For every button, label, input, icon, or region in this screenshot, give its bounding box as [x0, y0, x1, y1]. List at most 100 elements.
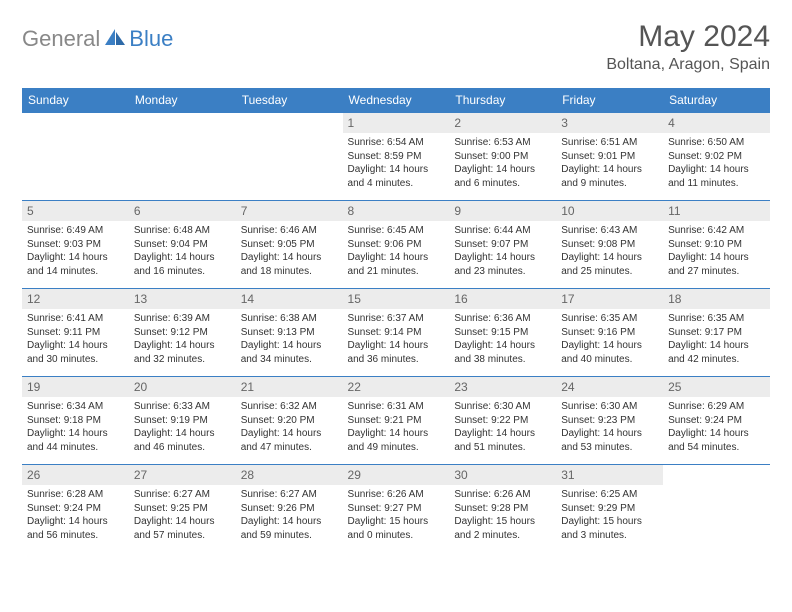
calendar-cell: 24Sunrise: 6:30 AMSunset: 9:23 PMDayligh…: [556, 377, 663, 465]
calendar-cell: [236, 113, 343, 201]
day-number: 28: [236, 465, 343, 485]
calendar-cell: 13Sunrise: 6:39 AMSunset: 9:12 PMDayligh…: [129, 289, 236, 377]
day-details: Sunrise: 6:28 AMSunset: 9:24 PMDaylight:…: [22, 485, 129, 546]
calendar-cell: [663, 465, 770, 553]
day-number: 30: [449, 465, 556, 485]
day-number: 5: [22, 201, 129, 221]
day-number: 31: [556, 465, 663, 485]
calendar-cell: 25Sunrise: 6:29 AMSunset: 9:24 PMDayligh…: [663, 377, 770, 465]
day-number: 15: [343, 289, 450, 309]
day-number: 29: [343, 465, 450, 485]
day-number: 8: [343, 201, 450, 221]
day-details: Sunrise: 6:35 AMSunset: 9:17 PMDaylight:…: [663, 309, 770, 370]
calendar-cell: 18Sunrise: 6:35 AMSunset: 9:17 PMDayligh…: [663, 289, 770, 377]
calendar-cell: 11Sunrise: 6:42 AMSunset: 9:10 PMDayligh…: [663, 201, 770, 289]
calendar-cell: 12Sunrise: 6:41 AMSunset: 9:11 PMDayligh…: [22, 289, 129, 377]
calendar-cell: 6Sunrise: 6:48 AMSunset: 9:04 PMDaylight…: [129, 201, 236, 289]
calendar-cell: [22, 113, 129, 201]
logo-text-blue: Blue: [129, 26, 173, 52]
logo: General Blue: [22, 26, 173, 52]
day-details: Sunrise: 6:43 AMSunset: 9:08 PMDaylight:…: [556, 221, 663, 282]
day-number: 3: [556, 113, 663, 133]
calendar-row: 5Sunrise: 6:49 AMSunset: 9:03 PMDaylight…: [22, 201, 770, 289]
day-details: Sunrise: 6:36 AMSunset: 9:15 PMDaylight:…: [449, 309, 556, 370]
day-number: 25: [663, 377, 770, 397]
day-details: Sunrise: 6:30 AMSunset: 9:22 PMDaylight:…: [449, 397, 556, 458]
calendar-cell: 16Sunrise: 6:36 AMSunset: 9:15 PMDayligh…: [449, 289, 556, 377]
day-details: Sunrise: 6:38 AMSunset: 9:13 PMDaylight:…: [236, 309, 343, 370]
calendar-cell: [129, 113, 236, 201]
logo-sail-icon: [104, 28, 126, 51]
day-details: Sunrise: 6:26 AMSunset: 9:27 PMDaylight:…: [343, 485, 450, 546]
day-details: Sunrise: 6:54 AMSunset: 8:59 PMDaylight:…: [343, 133, 450, 194]
day-number: 19: [22, 377, 129, 397]
calendar-body: 1Sunrise: 6:54 AMSunset: 8:59 PMDaylight…: [22, 113, 770, 553]
calendar-row: 12Sunrise: 6:41 AMSunset: 9:11 PMDayligh…: [22, 289, 770, 377]
calendar-row: 1Sunrise: 6:54 AMSunset: 8:59 PMDaylight…: [22, 113, 770, 201]
day-details: Sunrise: 6:37 AMSunset: 9:14 PMDaylight:…: [343, 309, 450, 370]
day-details: Sunrise: 6:31 AMSunset: 9:21 PMDaylight:…: [343, 397, 450, 458]
day-details: Sunrise: 6:46 AMSunset: 9:05 PMDaylight:…: [236, 221, 343, 282]
calendar-cell: 20Sunrise: 6:33 AMSunset: 9:19 PMDayligh…: [129, 377, 236, 465]
header: General Blue May 2024 Boltana, Aragon, S…: [22, 20, 770, 74]
day-details: Sunrise: 6:26 AMSunset: 9:28 PMDaylight:…: [449, 485, 556, 546]
day-number: 2: [449, 113, 556, 133]
calendar-cell: 9Sunrise: 6:44 AMSunset: 9:07 PMDaylight…: [449, 201, 556, 289]
day-details: Sunrise: 6:45 AMSunset: 9:06 PMDaylight:…: [343, 221, 450, 282]
month-title: May 2024: [606, 20, 770, 54]
day-number: 20: [129, 377, 236, 397]
calendar-cell: 19Sunrise: 6:34 AMSunset: 9:18 PMDayligh…: [22, 377, 129, 465]
day-number: 7: [236, 201, 343, 221]
calendar-cell: 3Sunrise: 6:51 AMSunset: 9:01 PMDaylight…: [556, 113, 663, 201]
weekday-header: Sunday: [22, 88, 129, 113]
day-number: 4: [663, 113, 770, 133]
day-number: 26: [22, 465, 129, 485]
calendar-cell: 31Sunrise: 6:25 AMSunset: 9:29 PMDayligh…: [556, 465, 663, 553]
calendar-cell: 26Sunrise: 6:28 AMSunset: 9:24 PMDayligh…: [22, 465, 129, 553]
calendar-cell: 14Sunrise: 6:38 AMSunset: 9:13 PMDayligh…: [236, 289, 343, 377]
day-details: Sunrise: 6:49 AMSunset: 9:03 PMDaylight:…: [22, 221, 129, 282]
weekday-header: Tuesday: [236, 88, 343, 113]
day-details: Sunrise: 6:30 AMSunset: 9:23 PMDaylight:…: [556, 397, 663, 458]
day-details: Sunrise: 6:27 AMSunset: 9:26 PMDaylight:…: [236, 485, 343, 546]
day-number: 21: [236, 377, 343, 397]
calendar-cell: 15Sunrise: 6:37 AMSunset: 9:14 PMDayligh…: [343, 289, 450, 377]
calendar-cell: 28Sunrise: 6:27 AMSunset: 9:26 PMDayligh…: [236, 465, 343, 553]
weekday-header: Friday: [556, 88, 663, 113]
weekday-header: Wednesday: [343, 88, 450, 113]
day-details: Sunrise: 6:25 AMSunset: 9:29 PMDaylight:…: [556, 485, 663, 546]
day-details: Sunrise: 6:35 AMSunset: 9:16 PMDaylight:…: [556, 309, 663, 370]
day-details: Sunrise: 6:42 AMSunset: 9:10 PMDaylight:…: [663, 221, 770, 282]
calendar-row: 26Sunrise: 6:28 AMSunset: 9:24 PMDayligh…: [22, 465, 770, 553]
calendar-cell: 29Sunrise: 6:26 AMSunset: 9:27 PMDayligh…: [343, 465, 450, 553]
calendar-cell: 30Sunrise: 6:26 AMSunset: 9:28 PMDayligh…: [449, 465, 556, 553]
day-details: Sunrise: 6:53 AMSunset: 9:00 PMDaylight:…: [449, 133, 556, 194]
calendar-cell: 8Sunrise: 6:45 AMSunset: 9:06 PMDaylight…: [343, 201, 450, 289]
day-details: Sunrise: 6:27 AMSunset: 9:25 PMDaylight:…: [129, 485, 236, 546]
day-details: Sunrise: 6:51 AMSunset: 9:01 PMDaylight:…: [556, 133, 663, 194]
day-number: 12: [22, 289, 129, 309]
calendar-cell: 4Sunrise: 6:50 AMSunset: 9:02 PMDaylight…: [663, 113, 770, 201]
day-number: 17: [556, 289, 663, 309]
calendar-cell: 23Sunrise: 6:30 AMSunset: 9:22 PMDayligh…: [449, 377, 556, 465]
calendar-cell: 21Sunrise: 6:32 AMSunset: 9:20 PMDayligh…: [236, 377, 343, 465]
day-details: Sunrise: 6:34 AMSunset: 9:18 PMDaylight:…: [22, 397, 129, 458]
day-number: 16: [449, 289, 556, 309]
weekday-header: Saturday: [663, 88, 770, 113]
day-details: Sunrise: 6:39 AMSunset: 9:12 PMDaylight:…: [129, 309, 236, 370]
calendar-row: 19Sunrise: 6:34 AMSunset: 9:18 PMDayligh…: [22, 377, 770, 465]
day-details: Sunrise: 6:50 AMSunset: 9:02 PMDaylight:…: [663, 133, 770, 194]
calendar-cell: 27Sunrise: 6:27 AMSunset: 9:25 PMDayligh…: [129, 465, 236, 553]
day-number: 24: [556, 377, 663, 397]
day-details: Sunrise: 6:33 AMSunset: 9:19 PMDaylight:…: [129, 397, 236, 458]
day-details: Sunrise: 6:44 AMSunset: 9:07 PMDaylight:…: [449, 221, 556, 282]
calendar-cell: 2Sunrise: 6:53 AMSunset: 9:00 PMDaylight…: [449, 113, 556, 201]
day-number: 11: [663, 201, 770, 221]
weekday-header: Monday: [129, 88, 236, 113]
day-number: 13: [129, 289, 236, 309]
day-number: 27: [129, 465, 236, 485]
calendar-cell: 7Sunrise: 6:46 AMSunset: 9:05 PMDaylight…: [236, 201, 343, 289]
day-details: Sunrise: 6:41 AMSunset: 9:11 PMDaylight:…: [22, 309, 129, 370]
day-number: 23: [449, 377, 556, 397]
day-number: 22: [343, 377, 450, 397]
